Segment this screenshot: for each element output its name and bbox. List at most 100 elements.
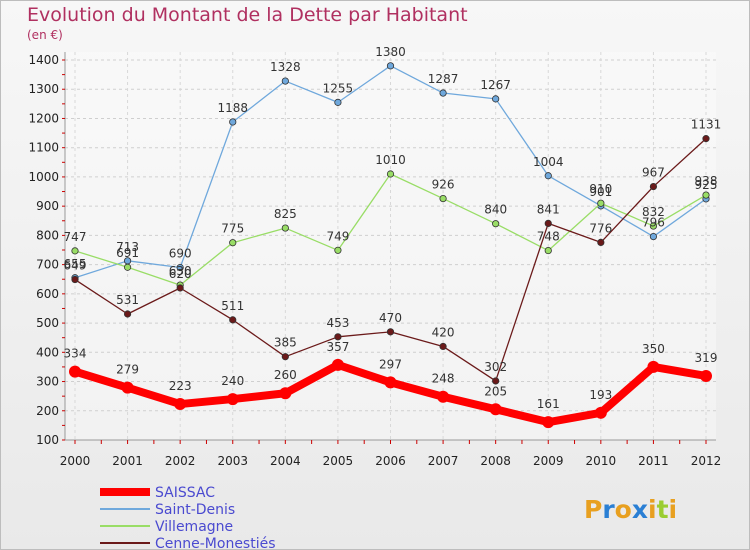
data-label: 776 — [589, 221, 612, 235]
data-label: 967 — [642, 166, 665, 180]
chart-subtitle: (en €) — [27, 28, 63, 42]
x-tick-label: 2003 — [217, 454, 248, 468]
data-label: 748 — [537, 230, 560, 244]
series-point — [597, 199, 605, 207]
series-point — [384, 376, 397, 389]
series-point — [649, 232, 658, 241]
series-point — [121, 381, 134, 394]
series-point — [700, 369, 712, 382]
data-label: 926 — [432, 178, 455, 192]
series — [69, 62, 712, 429]
series-point — [492, 220, 500, 228]
y-tick-label: 600 — [36, 287, 59, 301]
y-tick-label: 900 — [36, 199, 59, 213]
series-point — [597, 238, 605, 246]
data-label: 825 — [274, 207, 297, 221]
logo-letter: r — [602, 495, 615, 524]
data-label: 775 — [221, 222, 244, 236]
y-tick-label: 1300 — [28, 82, 59, 96]
y-tick-label: 100 — [36, 433, 59, 447]
data-label: 334 — [64, 347, 87, 361]
logo-letter: o — [615, 495, 632, 524]
data-label: 161 — [537, 397, 560, 411]
series-point — [71, 247, 79, 255]
series-point — [334, 333, 342, 341]
data-label: 747 — [64, 230, 87, 244]
logo-letter: x — [632, 495, 648, 524]
data-label: 655 — [64, 257, 87, 271]
x-tick-label: 2012 — [691, 454, 722, 468]
x-tick-label: 2007 — [428, 454, 459, 468]
grid — [65, 52, 716, 441]
series-point — [492, 95, 500, 103]
series-point — [279, 387, 292, 400]
y-tick-label: 300 — [36, 375, 59, 389]
series-point — [647, 360, 660, 373]
data-label: 302 — [484, 360, 507, 374]
data-label: 193 — [589, 388, 612, 402]
series-point — [544, 246, 552, 255]
data-labels: 655 713 690 1188 1328 1255 1380 1287 1267 1004 901… — [64, 45, 722, 411]
series-point — [542, 416, 555, 429]
series-point — [69, 365, 81, 378]
series-point — [331, 358, 344, 371]
logo-letter: t — [657, 495, 669, 524]
data-label: 260 — [274, 368, 297, 382]
data-label: 297 — [379, 357, 402, 371]
data-label: 691 — [116, 246, 139, 260]
data-label: 1131 — [691, 118, 722, 132]
data-label: 420 — [432, 325, 455, 339]
x-tick-label: 2011 — [638, 454, 669, 468]
legend-label: Cenne-Monestiés — [155, 536, 276, 550]
series-point — [649, 182, 658, 191]
data-label: 1188 — [217, 101, 248, 115]
x-tick-label: 2006 — [375, 454, 406, 468]
data-label: 453 — [326, 316, 349, 330]
data-label: 630 — [169, 264, 192, 278]
y-tick-label: 700 — [36, 258, 59, 272]
proxiti-logo: Proxiti — [584, 495, 677, 524]
legend-label: Villemagne — [155, 519, 233, 535]
data-label: 1287 — [428, 72, 459, 86]
logo-letter: i — [669, 495, 678, 524]
series-point — [123, 263, 132, 271]
series-point — [281, 77, 289, 85]
y-tick-label: 1100 — [28, 141, 59, 155]
series-point — [439, 342, 447, 351]
data-label: 796 — [642, 216, 665, 230]
series-point — [334, 246, 342, 254]
logo-letter: i — [648, 495, 657, 524]
series-point — [226, 393, 239, 406]
y-tick-label: 500 — [36, 316, 59, 330]
data-label: 620 — [169, 267, 192, 281]
series-point — [439, 89, 447, 97]
data-label: 901 — [589, 185, 612, 199]
data-label: 531 — [116, 293, 139, 307]
x-tick-label: 2000 — [60, 454, 91, 468]
data-label: 205 — [484, 384, 507, 398]
data-label: 1010 — [375, 153, 406, 167]
data-label: 248 — [432, 372, 455, 386]
series-point — [176, 284, 184, 292]
series-point — [702, 191, 710, 199]
series-point — [492, 377, 500, 385]
data-label: 840 — [484, 203, 507, 217]
series-point — [649, 222, 658, 230]
series-point — [71, 275, 79, 284]
series-point — [281, 224, 289, 232]
series-point — [544, 172, 552, 180]
data-label: 385 — [274, 336, 297, 350]
data-label: 925 — [695, 178, 718, 192]
axes: 100 200 300 400 500 600 700 800 900 1000 1100 1200 1… — [28, 52, 721, 468]
series-point — [229, 118, 237, 126]
logo-letter: P — [584, 495, 602, 524]
data-label: 350 — [642, 342, 665, 356]
y-tick-label: 200 — [36, 404, 59, 418]
data-label: 279 — [116, 363, 139, 377]
data-label: 511 — [221, 299, 244, 313]
series-point — [229, 316, 237, 324]
series-point — [281, 353, 289, 361]
y-tick-label: 1400 — [28, 53, 59, 67]
series-point — [437, 390, 450, 403]
